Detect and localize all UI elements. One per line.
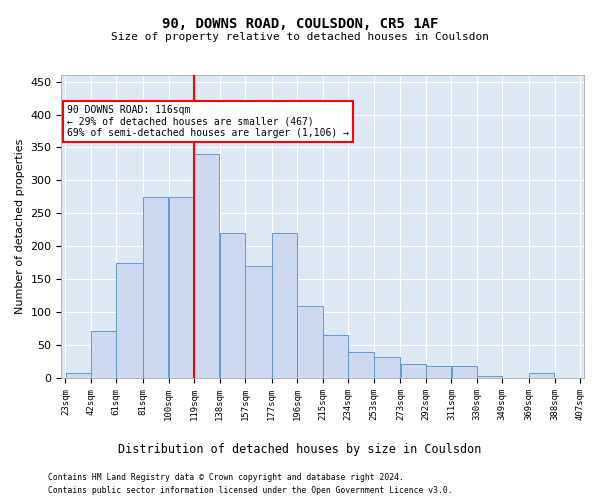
Bar bbox=[426, 366, 451, 378]
Bar bbox=[91, 330, 116, 378]
Text: Size of property relative to detached houses in Coulsdon: Size of property relative to detached ho… bbox=[111, 32, 489, 42]
Y-axis label: Number of detached properties: Number of detached properties bbox=[15, 139, 25, 314]
Text: Distribution of detached houses by size in Coulsdon: Distribution of detached houses by size … bbox=[118, 442, 482, 456]
Bar bbox=[529, 373, 554, 378]
Text: Contains public sector information licensed under the Open Government Licence v3: Contains public sector information licen… bbox=[48, 486, 452, 495]
Bar bbox=[194, 154, 220, 378]
Bar bbox=[374, 357, 400, 378]
Bar bbox=[452, 366, 477, 378]
Bar bbox=[349, 352, 374, 378]
Bar bbox=[298, 306, 323, 378]
Bar bbox=[272, 233, 297, 378]
Bar bbox=[323, 335, 348, 378]
Bar bbox=[245, 266, 272, 378]
Bar bbox=[477, 376, 502, 378]
Bar bbox=[401, 364, 426, 378]
Bar bbox=[143, 197, 169, 378]
Bar bbox=[116, 262, 143, 378]
Text: 90 DOWNS ROAD: 116sqm
← 29% of detached houses are smaller (467)
69% of semi-det: 90 DOWNS ROAD: 116sqm ← 29% of detached … bbox=[67, 104, 349, 138]
Bar bbox=[169, 197, 194, 378]
Text: 90, DOWNS ROAD, COULSDON, CR5 1AF: 90, DOWNS ROAD, COULSDON, CR5 1AF bbox=[162, 18, 438, 32]
Bar bbox=[65, 373, 91, 378]
Bar bbox=[220, 233, 245, 378]
Text: Contains HM Land Registry data © Crown copyright and database right 2024.: Contains HM Land Registry data © Crown c… bbox=[48, 472, 404, 482]
